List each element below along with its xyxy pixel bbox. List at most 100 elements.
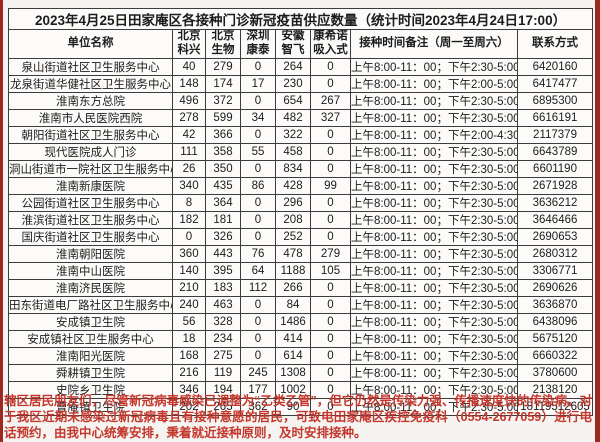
schedule-cell: 上午8:00-11：00；下午2:30-5:00	[350, 296, 518, 314]
contact-cell: 3306771	[516, 262, 594, 280]
contact-cell: 2690653	[516, 228, 594, 246]
zhifei-count-cell: 478	[275, 245, 311, 263]
kangtai-count-cell: 245	[240, 364, 276, 382]
schedule-cell: 上午8:00-11：00；下午2:30-5:00	[350, 58, 518, 76]
right-edge-strip	[595, 0, 600, 442]
kexing-count-cell: 18	[172, 330, 206, 348]
kexing-count-cell: 26	[172, 160, 206, 178]
schedule-cell: 上午8:00-11：00；下午2:30-5:00	[350, 398, 518, 416]
shengwu-count-cell: 234	[205, 330, 241, 348]
schedule-cell: 上午8:00-11：00；下午2:30-5:00	[350, 245, 518, 263]
contact-cell: 6643789	[516, 143, 594, 161]
unit-name-cell: 公园街道社区卫生服务中心	[8, 194, 173, 212]
kangtai-count-cell: 0	[240, 296, 276, 314]
table-row: 淮滨街道社区卫生服务中心 182 181 0 208 0 上午8:00-11：00；下午2:…	[8, 211, 594, 229]
contact-cell: 5675120	[516, 330, 594, 348]
table-row: 洞山街道市一院社区卫生服务中心 26 350 0 834 0 上午8:00-11：00；下午…	[8, 160, 594, 178]
table-row: 曹庵镇卫生院 202 265 362 90 0 上午8:00-11：00；下午2:30-5:…	[8, 398, 594, 416]
table-row: 淮南中山医院 140 395 64 1188 105 上午8:00-11：00；下午2:30…	[8, 262, 594, 280]
schedule-cell: 上午8:00-11：00；下午2:30-5:00	[350, 143, 518, 161]
kexing-count-cell: 40	[172, 58, 206, 76]
shengwu-count-cell: 183	[205, 279, 241, 297]
contact-cell: 6616191	[516, 109, 594, 127]
zhifei-count-cell: 458	[275, 143, 311, 161]
zhifei-count-cell: 614	[275, 347, 311, 365]
contact-cell: 3636870	[516, 296, 594, 314]
contact-cell: 6417477	[516, 75, 594, 93]
schedule-cell: 上午8:00-11：00；下午2:30-5:00	[350, 381, 518, 399]
zhifei-count-cell: 90	[275, 398, 311, 416]
kangxinuo-count-cell: 0	[310, 330, 351, 348]
kexing-count-cell: 148	[172, 75, 206, 93]
kangxinuo-count-cell: 0	[310, 58, 351, 76]
schedule-cell: 上午8:00-11：00；下午2:30-5:00	[350, 262, 518, 280]
unit-name-cell: 龙泉街道华健社区卫生服务中心	[8, 75, 173, 93]
table-row: 淮南阳光医院 168 275 0 614 0 上午8:00-11：00；下午2:30-5:0…	[8, 347, 594, 365]
kexing-count-cell: 210	[172, 279, 206, 297]
kangxinuo-count-cell: 0	[310, 160, 351, 178]
kexing-count-cell: 8	[172, 194, 206, 212]
table-row: 史院乡卫生院 346 194 177 1002 0 上午8:00-11：00；下午2:30-…	[8, 381, 594, 399]
contact-cell: 6895300	[516, 92, 594, 110]
table-row: 舜耕镇卫生院 216 119 245 1308 0 上午8:00-11：00；下午2:30-…	[8, 364, 594, 382]
zhifei-count-cell: 296	[275, 194, 311, 212]
left-edge-strip	[0, 0, 3, 442]
zhifei-count-cell: 84	[275, 296, 311, 314]
table-row: 淮南新康医院 340 435 86 428 99 上午8:00-11：00；下午2:30-5…	[8, 177, 594, 195]
kangtai-count-cell: 0	[240, 126, 276, 144]
header-row: 单位名称 北京科兴 北京生物 深圳康泰 安徽智飞 康希诺吸入式 接种时间备注（周…	[8, 29, 594, 59]
unit-name-cell: 曹庵镇卫生院	[8, 398, 173, 416]
column-header-schedule: 接种时间备注（周一至周六）	[350, 29, 518, 59]
kangxinuo-count-cell: 0	[310, 364, 351, 382]
zhifei-count-cell: 264	[275, 58, 311, 76]
shengwu-count-cell: 364	[205, 194, 241, 212]
contact-cell: 6660322	[516, 347, 594, 365]
shengwu-count-cell: 279	[205, 58, 241, 76]
schedule-cell: 上午8:00-11：00；下午2:30-5:00	[350, 330, 518, 348]
contact-cell: 3636212	[516, 194, 594, 212]
kangtai-count-cell: 17	[240, 75, 276, 93]
kangtai-count-cell: 0	[240, 347, 276, 365]
kangtai-count-cell: 112	[240, 279, 276, 297]
kexing-count-cell: 496	[172, 92, 206, 110]
kangtai-count-cell: 0	[240, 160, 276, 178]
kexing-count-cell: 240	[172, 296, 206, 314]
kangtai-count-cell: 34	[240, 109, 276, 127]
shengwu-count-cell: 350	[205, 160, 241, 178]
schedule-cell: 上午8:00-11：00；下午2:30-5:00	[350, 177, 518, 195]
kangtai-count-cell: 0	[240, 194, 276, 212]
kexing-count-cell: 216	[172, 364, 206, 382]
shengwu-count-cell: 174	[205, 75, 241, 93]
column-header-cansino-inhaled: 康希诺吸入式	[310, 29, 351, 59]
shengwu-count-cell: 119	[205, 364, 241, 382]
zhifei-count-cell: 266	[275, 279, 311, 297]
shengwu-count-cell: 181	[205, 211, 241, 229]
kexing-count-cell: 0	[172, 228, 206, 246]
contact-cell: 6438096	[516, 313, 594, 331]
shengwu-count-cell: 326	[205, 228, 241, 246]
zhifei-count-cell: 654	[275, 92, 311, 110]
column-header-contact: 联系方式	[516, 29, 594, 59]
unit-name-cell: 淮南东方总院	[8, 92, 173, 110]
kexing-count-cell: 111	[172, 143, 206, 161]
contact-cell: 3646466	[516, 211, 594, 229]
table-row: 淮南朝阳医院 360 443 76 478 279 上午8:00-11：00；下午2:30-…	[8, 245, 594, 263]
shengwu-count-cell: 463	[205, 296, 241, 314]
zhifei-count-cell: 834	[275, 160, 311, 178]
unit-name-cell: 安成镇卫生院	[8, 313, 173, 331]
schedule-cell: 上午8:00-11：00；下午2:30-5:00	[350, 211, 518, 229]
table-row: 国庆街道社区卫生服务中心 0 326 0 252 0 上午8:00-11：00；下午2:30…	[8, 228, 594, 246]
page-title: 2023年4月25日田家庵区各接种门诊新冠疫苗供应数量（统计时间2023年4月2…	[7, 8, 594, 30]
table-row: 龙泉街道华健社区卫生服务中心 148 174 17 230 0 上午8:00-11：00；下…	[8, 75, 594, 93]
table-row: 田东街道电厂路社区卫生服务中心 240 463 0 84 0 上午8:00-11：00；下午…	[8, 296, 594, 314]
vaccine-table-body: 泉山街道社区卫生服务中心 40 279 0 264 0 上午8:00-11：00；下午2:3…	[8, 58, 594, 416]
contact-cell: 6420160	[516, 58, 594, 76]
contact-cell: 3780600	[516, 364, 594, 382]
zhifei-count-cell: 322	[275, 126, 311, 144]
shengwu-count-cell: 372	[205, 92, 241, 110]
contact-cell: 2680312	[516, 245, 594, 263]
zhifei-count-cell: 1188	[275, 262, 311, 280]
shengwu-count-cell: 366	[205, 126, 241, 144]
kangxinuo-count-cell: 99	[310, 177, 351, 195]
kangxinuo-count-cell: 105	[310, 262, 351, 280]
